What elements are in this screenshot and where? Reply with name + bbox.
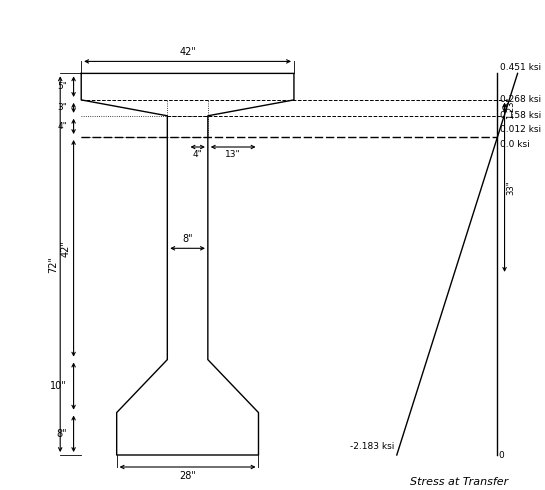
Text: 3": 3" (57, 103, 67, 112)
Text: 4": 4" (193, 150, 203, 159)
Text: 1.23": 1.23" (506, 97, 516, 119)
Text: 42": 42" (61, 240, 71, 257)
Text: 0.0 ksi: 0.0 ksi (500, 140, 530, 149)
Text: 33": 33" (506, 180, 516, 195)
Text: 0.451 ksi: 0.451 ksi (500, 63, 541, 73)
Text: 0.268 ksi: 0.268 ksi (500, 96, 541, 104)
Text: 13": 13" (225, 150, 241, 159)
Text: 42": 42" (179, 48, 196, 57)
Text: -2.183 ksi: -2.183 ksi (350, 442, 395, 451)
Text: 72": 72" (49, 256, 58, 273)
Text: 4": 4" (57, 122, 67, 131)
Text: 8": 8" (182, 234, 193, 245)
Text: 28": 28" (179, 471, 196, 481)
Text: 10": 10" (50, 381, 67, 391)
Text: 0.012 ksi: 0.012 ksi (500, 125, 541, 134)
Text: 0: 0 (499, 450, 505, 460)
Text: Stress at Transfer: Stress at Transfer (409, 477, 508, 487)
Text: 0.158 ksi: 0.158 ksi (500, 111, 541, 121)
Text: 5": 5" (57, 82, 67, 91)
Text: 8": 8" (56, 429, 67, 439)
